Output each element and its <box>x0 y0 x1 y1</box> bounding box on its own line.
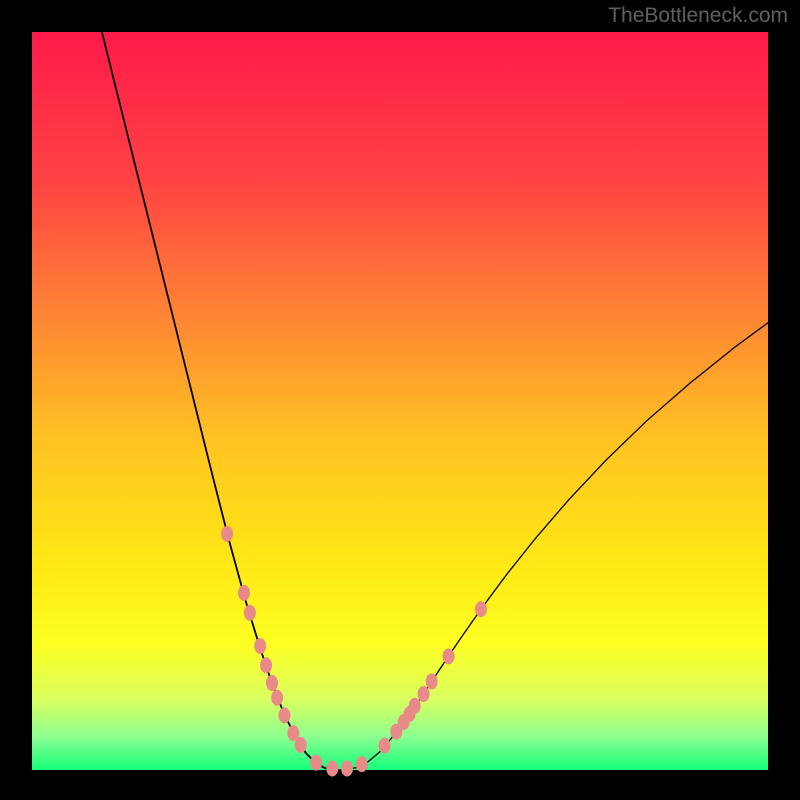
marker <box>238 585 250 601</box>
marker <box>244 605 256 621</box>
marker <box>475 601 487 617</box>
marker <box>221 526 233 542</box>
plot-background <box>32 32 768 770</box>
chart-svg <box>0 0 800 800</box>
marker <box>443 648 455 664</box>
marker <box>326 761 338 777</box>
marker <box>278 707 290 723</box>
marker <box>426 673 438 689</box>
watermark-text: TheBottleneck.com <box>608 4 788 28</box>
marker <box>379 738 391 754</box>
marker <box>418 686 430 702</box>
marker <box>260 657 272 673</box>
marker <box>409 698 421 714</box>
marker <box>356 756 368 772</box>
marker <box>295 737 307 753</box>
marker <box>310 755 322 771</box>
chart-container: TheBottleneck.com <box>0 0 800 800</box>
marker <box>271 690 283 706</box>
marker <box>254 638 266 654</box>
marker <box>266 675 278 691</box>
marker <box>341 761 353 777</box>
